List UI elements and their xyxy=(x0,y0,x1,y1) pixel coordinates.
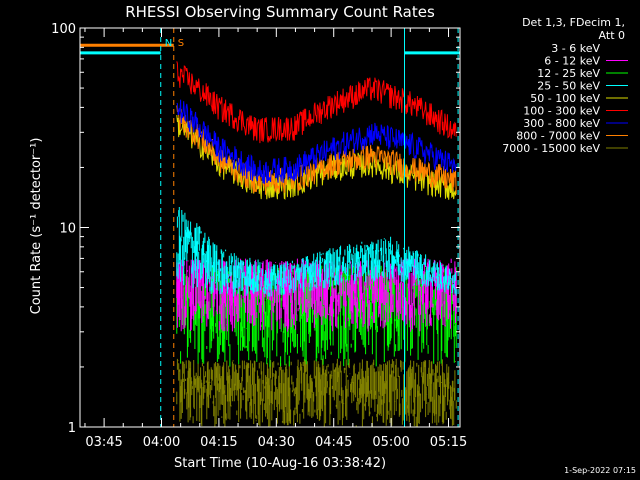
legend-entry-label-2: 12 - 25 keV xyxy=(537,67,600,80)
y-tick-label-2: 100 xyxy=(51,22,76,37)
series-8-line xyxy=(176,61,457,144)
chart-title: RHESSI Observing Summary Count Rates xyxy=(125,3,435,21)
x-axis-label: Start Time (10-Aug-16 03:38:42) xyxy=(174,456,386,471)
legend-entry-label-0: 3 - 6 keV xyxy=(551,42,600,55)
x-tick-label-2: 04:15 xyxy=(200,435,237,450)
series-3-trace xyxy=(176,258,457,332)
x-tick-label-4: 04:45 xyxy=(315,435,352,450)
y-tick-label-0: 1 xyxy=(68,421,76,436)
legend-entry-label-1: 6 - 12 keV xyxy=(544,55,600,68)
legend-header-line-2: Att 0 xyxy=(599,29,625,42)
series-1-trace xyxy=(176,358,457,427)
y-axis: 1 10 100 xyxy=(51,22,460,436)
series-4-trace xyxy=(176,207,457,297)
state-marker-label-0: N xyxy=(165,38,172,49)
x-tick-label-5: 05:00 xyxy=(372,435,409,450)
legend-entry-label-6: 300 - 800 keV xyxy=(523,117,600,130)
y-tick-label-1: 10 xyxy=(59,222,76,237)
series-7-line xyxy=(176,99,457,184)
state-marker-label-1: S xyxy=(178,38,184,49)
timestamp: 1-Sep-2022 07:15 xyxy=(564,466,636,475)
legend-entry-label-5: 100 - 300 keV xyxy=(523,105,600,118)
legend-header-line-1: Det 1,3, FDecim 1, xyxy=(522,16,625,29)
y-axis-label: Count Rate (s⁻¹ detector⁻¹) xyxy=(29,138,44,315)
x-tick-label-0: 03:45 xyxy=(85,435,122,450)
legend-entry-label-4: 50 - 100 keV xyxy=(530,92,600,105)
x-axis: 03:45 04:00 04:15 04:30 04:45 05:00 05:15 xyxy=(84,28,467,450)
legend-entry-label-7: 800 - 7000 keV xyxy=(516,130,600,143)
x-tick-label-1: 04:00 xyxy=(143,435,180,450)
x-tick-label-3: 04:30 xyxy=(258,435,295,450)
legend-entry-label-3: 25 - 50 keV xyxy=(537,80,600,93)
legend-entry-label-8: 7000 - 15000 keV xyxy=(502,142,600,155)
x-tick-label-6: 05:15 xyxy=(430,435,467,450)
